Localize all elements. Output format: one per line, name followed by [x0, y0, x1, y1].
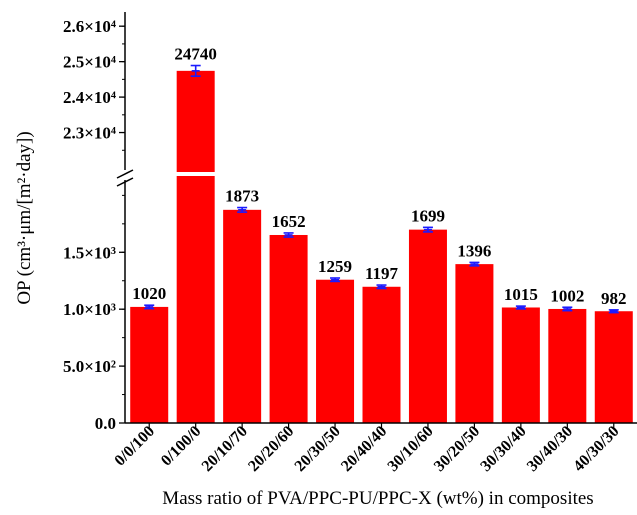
data-label: 1002: [550, 286, 584, 305]
x-tick-label: 30/30/40: [477, 423, 529, 475]
bar-group: [223, 206, 262, 423]
data-label: 1396: [457, 241, 491, 260]
x-tick-label: 40/30/30: [570, 423, 622, 475]
bar: [501, 307, 540, 423]
bar-group: [269, 232, 308, 423]
error-bar: [330, 277, 341, 283]
bar: [130, 306, 169, 423]
bar: [316, 279, 355, 423]
data-label: 1197: [365, 264, 399, 283]
bar: [408, 229, 447, 423]
y-tick-label: 0.0: [95, 414, 116, 433]
data-label: 1259: [318, 257, 352, 276]
data-label: 1699: [411, 206, 445, 225]
y-tick-label: 1.5×10³: [63, 243, 116, 262]
bar-group: [548, 306, 587, 423]
bar-lower-segment: [176, 176, 215, 423]
data-label: 1015: [504, 285, 538, 304]
y-tick-label: 2.3×10⁴: [63, 124, 116, 143]
x-tick-label: 20/20/60: [245, 423, 297, 475]
x-tick-label: 20/40/40: [338, 423, 390, 475]
error-bar: [422, 226, 433, 233]
bar-group: [176, 64, 215, 423]
error-bar: [608, 309, 619, 314]
y-tick-label: 1.0×10³: [63, 300, 116, 319]
bars-layer: [130, 64, 633, 423]
axis-break-mark: [116, 169, 134, 179]
error-bar: [190, 64, 201, 77]
x-tick-label: 0/100/0: [158, 423, 205, 470]
y-tick-label: 5.0×10²: [63, 357, 116, 376]
bar-group: [130, 304, 169, 423]
bar-group: [316, 277, 355, 423]
error-bar: [469, 261, 480, 267]
bar-group: [408, 226, 447, 423]
x-tick-label: 20/10/70: [199, 423, 251, 475]
y-tick-label: 2.4×10⁴: [63, 88, 116, 107]
axis-break-mark: [116, 177, 134, 187]
axes: 0.0 5.0×10² 1.0×10³ 1.5×10³ 2.3×10⁴ 2.4×10⁴ 2.…: [63, 12, 637, 433]
data-label: 982: [601, 289, 627, 308]
y-tick-label: 2.5×10⁴: [63, 53, 116, 72]
bar-group: [594, 309, 633, 423]
x-tick-label: 30/40/30: [524, 423, 576, 475]
bar-group: [455, 261, 494, 423]
data-label: 1873: [225, 187, 259, 206]
bar: [594, 311, 633, 423]
error-bar: [144, 304, 155, 310]
bar: [548, 308, 587, 423]
x-axis-title: Mass ratio of PVA/PPC-PU/PPC-X (wt%) in …: [162, 488, 593, 509]
data-label: 1652: [272, 212, 306, 231]
error-bar: [237, 206, 248, 213]
error-bar: [283, 232, 294, 238]
bar: [223, 209, 262, 423]
bar-group: [501, 305, 540, 423]
data-label: 24740: [174, 45, 217, 64]
x-tick-label: 30/20/50: [431, 423, 483, 475]
x-tick-label: 20/30/50: [292, 423, 344, 475]
bar: [362, 286, 401, 423]
x-tick-label: 30/10/60: [385, 423, 437, 475]
y-axis-title: OP (cm³·μm/[m²·day]): [14, 131, 35, 304]
data-label: 1020: [132, 284, 166, 303]
bar: [455, 264, 494, 423]
bar: [269, 234, 308, 423]
error-bar: [515, 305, 526, 310]
x-tick-label: 0/0/100: [111, 423, 158, 470]
bar-group: [362, 284, 401, 423]
error-bar: [376, 284, 387, 290]
bar-upper-segment: [176, 70, 215, 172]
y-tick-label: 2.6×10⁴: [63, 17, 116, 36]
error-bar: [562, 306, 573, 312]
